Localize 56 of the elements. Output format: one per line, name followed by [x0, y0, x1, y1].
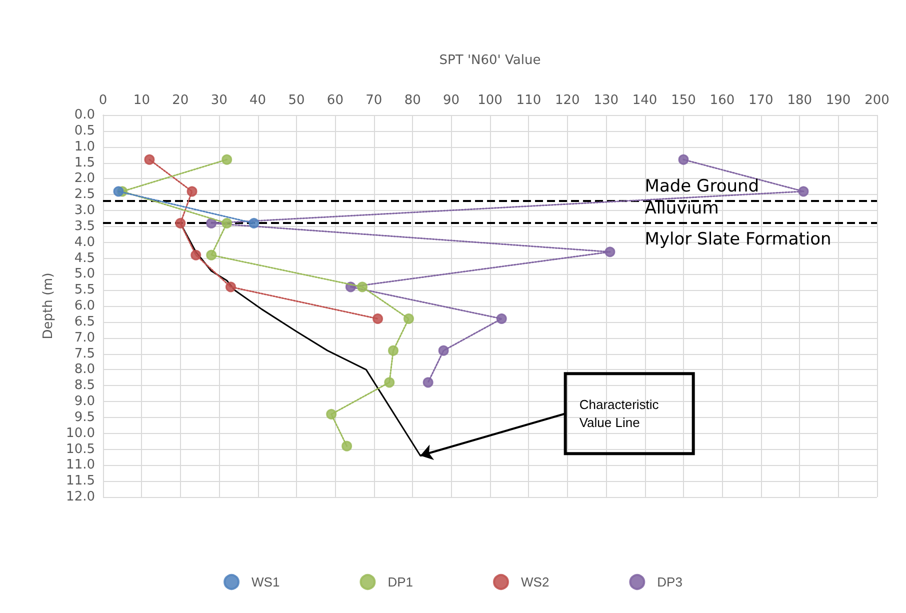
x-tick-label: 40: [250, 93, 266, 108]
x-tick-label: 20: [172, 93, 189, 108]
y-tick-label: 9.5: [74, 410, 95, 425]
y-tick-label: 6.0: [74, 298, 95, 314]
legend-label: WS2: [521, 574, 550, 590]
y-tick-label: 2.5: [74, 187, 95, 202]
legend-label: WS1: [252, 574, 280, 590]
x-tick-label: 130: [594, 93, 619, 108]
x-tick-label: 160: [710, 93, 735, 108]
y-tick-label: 0.0: [74, 108, 95, 122]
y-axis-title: Depth (m): [41, 272, 56, 340]
y-tick-label: 8.5: [74, 378, 95, 394]
y-tick-label: 0.5: [74, 123, 95, 138]
annotation: Made Ground: [644, 176, 760, 196]
y-tick-label: 9.0: [74, 394, 95, 409]
text: Characteristic Value Line: [579, 397, 662, 430]
x-tick-label: 70: [366, 93, 382, 108]
x-axis-title: SPT 'N60' Value: [439, 53, 541, 68]
annotation: Alluvium: [644, 198, 719, 219]
y-tick-label: 3.0: [74, 203, 95, 218]
legend-label: DP1: [388, 574, 414, 590]
y-tick-label: 11.0: [66, 458, 95, 473]
y-tick-label: 4.5: [74, 250, 95, 266]
x-tick-label: 30: [210, 93, 228, 108]
y-tick-label: 1.0: [74, 139, 95, 154]
x-tick-label: 120: [554, 93, 580, 108]
x-tick-label: 80: [404, 93, 421, 108]
y-tick-label: 7.5: [74, 346, 95, 362]
x-tick-label: 100: [478, 93, 502, 108]
x-tick-label: 150: [671, 93, 696, 108]
x-tick-label: 50: [288, 93, 305, 108]
y-tick-label: 5.0: [74, 266, 95, 282]
x-tick-label: 60: [326, 93, 344, 108]
annotation: Mylor Slate Formation: [644, 230, 832, 250]
x-tick-label: 180: [787, 93, 812, 108]
y-tick-label: 11.5: [66, 474, 95, 489]
x-tick-label: 190: [826, 93, 851, 108]
y-tick-label: 6.5: [74, 314, 95, 330]
x-tick-label: 170: [748, 93, 774, 108]
legend-label: DP3: [657, 574, 682, 590]
x-tick-label: 140: [632, 93, 658, 108]
y-tick-label: 5.5: [74, 282, 95, 298]
y-tick-label: 2.0: [74, 171, 95, 186]
y-tick-label: 8.0: [74, 362, 95, 378]
y-tick-label: 3.5: [74, 218, 95, 234]
y-tick-label: 10.0: [66, 426, 95, 441]
y-tick-label: 10.5: [66, 442, 95, 457]
x-tick-label: 110: [516, 93, 542, 108]
x-tick-label: 200: [864, 93, 890, 108]
y-tick-label: 1.5: [74, 155, 95, 170]
x-tick-label: 90: [443, 93, 460, 108]
x-tick-label: 0: [98, 93, 108, 108]
y-tick-label: 7.0: [74, 330, 95, 346]
x-tick-label: 10: [133, 93, 150, 108]
y-tick-label: 4.0: [74, 234, 95, 250]
y-tick-label: 12.0: [66, 490, 95, 504]
